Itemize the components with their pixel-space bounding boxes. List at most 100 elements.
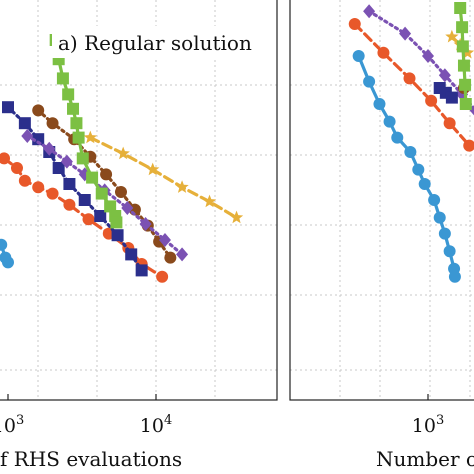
circle-marker bbox=[438, 227, 451, 240]
circle-marker bbox=[391, 131, 404, 144]
diamond-marker bbox=[60, 154, 73, 169]
square-marker bbox=[62, 88, 75, 101]
series-4 bbox=[433, 82, 458, 104]
square-marker bbox=[456, 21, 469, 34]
star-marker bbox=[83, 130, 97, 144]
square-marker bbox=[32, 133, 45, 146]
circle-marker bbox=[352, 50, 365, 62]
diamond-marker bbox=[176, 247, 189, 262]
diamond-marker bbox=[422, 49, 434, 63]
square-marker bbox=[67, 102, 80, 115]
square-marker bbox=[125, 248, 138, 261]
diamond-marker bbox=[363, 4, 376, 19]
square-marker bbox=[78, 194, 91, 206]
square-marker bbox=[52, 53, 65, 66]
panel-label-background bbox=[52, 26, 270, 58]
diamond-marker bbox=[469, 105, 474, 116]
panel-b-second-plot: 103 Number o bbox=[289, 0, 474, 471]
circle-marker bbox=[10, 162, 23, 174]
square-marker bbox=[2, 101, 14, 114]
panel-label: a) Regular solution bbox=[58, 31, 252, 55]
star-marker bbox=[116, 146, 130, 160]
circle-marker bbox=[443, 245, 456, 258]
diamond-marker bbox=[43, 141, 56, 156]
star-marker bbox=[146, 162, 160, 176]
x-tick-label: 104 bbox=[140, 413, 172, 437]
circle-marker bbox=[114, 186, 127, 198]
circle-marker bbox=[0, 152, 11, 165]
diamond-marker bbox=[21, 129, 34, 143]
square-marker bbox=[456, 40, 469, 53]
plot-frame bbox=[0, 0, 278, 401]
square-marker bbox=[457, 59, 470, 72]
x-tick-label: 103 bbox=[0, 413, 24, 437]
circle-marker bbox=[448, 270, 461, 283]
square-marker bbox=[111, 229, 124, 242]
series-7 bbox=[83, 130, 244, 224]
circle-marker bbox=[164, 251, 177, 264]
circle-marker bbox=[100, 168, 113, 181]
circle-marker bbox=[348, 18, 361, 30]
square-marker bbox=[454, 2, 467, 14]
diamond-marker bbox=[158, 233, 171, 247]
diamond-marker bbox=[121, 201, 134, 215]
circle-marker bbox=[2, 256, 14, 269]
series-1 bbox=[352, 50, 461, 283]
square-marker bbox=[86, 171, 99, 184]
plot-frame bbox=[289, 0, 474, 401]
circle-marker bbox=[63, 198, 76, 211]
circle-marker bbox=[156, 270, 169, 283]
circle-marker bbox=[443, 117, 456, 130]
square-marker bbox=[72, 131, 85, 144]
series-line bbox=[88, 136, 239, 220]
circle-marker bbox=[383, 115, 396, 128]
circle-marker bbox=[18, 174, 31, 187]
panel-a-regular-solution: 103 104 f RHS evaluations a) Regular soluti… bbox=[0, 0, 278, 471]
star-marker bbox=[445, 29, 459, 43]
square-marker bbox=[104, 200, 117, 213]
circle-marker bbox=[32, 181, 45, 194]
circle-marker bbox=[404, 146, 417, 158]
square-marker bbox=[70, 117, 83, 130]
square-marker bbox=[56, 72, 69, 85]
circle-marker bbox=[46, 187, 59, 200]
square-marker bbox=[18, 117, 31, 130]
circle-marker bbox=[373, 98, 386, 110]
circle-marker bbox=[418, 178, 431, 190]
square-marker bbox=[445, 91, 458, 104]
square-marker bbox=[110, 216, 123, 229]
square-marker bbox=[95, 187, 108, 200]
diamond-marker bbox=[139, 217, 152, 231]
series-2 bbox=[348, 18, 474, 152]
square-marker bbox=[52, 162, 65, 174]
star-marker bbox=[202, 194, 217, 208]
circle-marker bbox=[425, 94, 438, 107]
series-line bbox=[36, 108, 172, 260]
x-tick-label: 103 bbox=[412, 413, 444, 437]
x-axis-label: Number o bbox=[376, 447, 474, 471]
star-marker bbox=[175, 180, 189, 193]
circle-marker bbox=[428, 194, 441, 206]
x-axis-label: f RHS evaluations bbox=[0, 447, 182, 471]
circle-marker bbox=[403, 72, 416, 85]
series-7 bbox=[454, 2, 472, 110]
circle-marker bbox=[363, 75, 376, 88]
circle-marker bbox=[0, 238, 8, 251]
series-2 bbox=[0, 238, 14, 269]
star-marker bbox=[229, 210, 244, 224]
circle-marker bbox=[46, 117, 59, 130]
series-8 bbox=[49, 34, 123, 229]
circle-marker bbox=[463, 139, 474, 152]
square-marker bbox=[459, 98, 472, 110]
square-marker bbox=[135, 264, 148, 277]
square-marker bbox=[94, 210, 107, 222]
circle-marker bbox=[82, 213, 95, 226]
circle-marker bbox=[32, 104, 45, 117]
circle-marker bbox=[412, 163, 425, 176]
circle-marker bbox=[433, 211, 446, 224]
square-marker bbox=[459, 78, 472, 91]
diamond-marker bbox=[438, 68, 451, 83]
circle-marker bbox=[377, 46, 390, 59]
square-marker bbox=[63, 178, 76, 190]
